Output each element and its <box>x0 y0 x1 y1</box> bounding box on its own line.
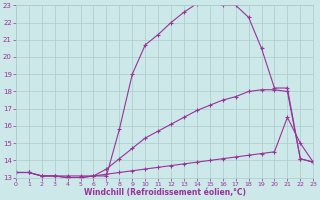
X-axis label: Windchill (Refroidissement éolien,°C): Windchill (Refroidissement éolien,°C) <box>84 188 245 197</box>
